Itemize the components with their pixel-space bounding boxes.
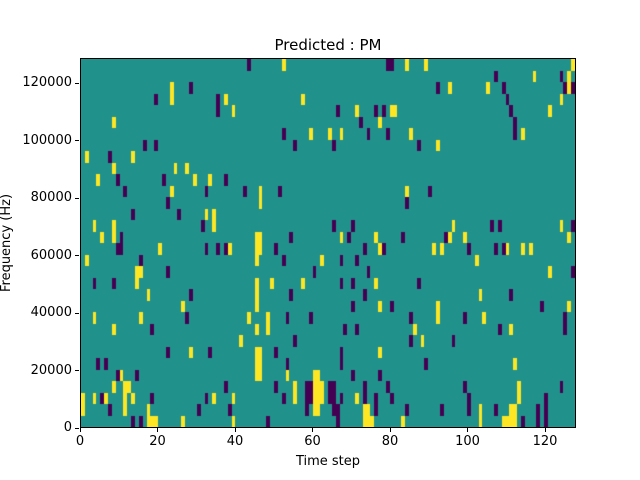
- x-tick-label: 40: [226, 434, 244, 449]
- y-tick-mark: [75, 427, 79, 429]
- x-tick-label: 0: [75, 434, 85, 449]
- y-tick-mark: [75, 255, 79, 256]
- y-tick-mark: [75, 140, 79, 141]
- plot-area: [80, 58, 576, 428]
- y-tick-label: 40000: [30, 305, 72, 320]
- x-tick-label: 60: [304, 434, 321, 449]
- x-tick-mark: [544, 428, 546, 432]
- y-tick-label: 0: [63, 420, 72, 435]
- x-tick-mark: [467, 428, 468, 432]
- heatmap-canvas: [81, 59, 575, 427]
- y-tick-mark: [75, 312, 79, 314]
- x-tick-label: 120: [532, 434, 558, 449]
- x-tick-mark: [312, 428, 313, 432]
- y-tick-label: 20000: [30, 362, 72, 378]
- x-tick-label: 100: [455, 434, 480, 449]
- y-axis-label-text: Frequency (Hz): [0, 193, 14, 293]
- y-tick-mark: [75, 370, 79, 371]
- chart-title: Predicted : PM: [274, 36, 382, 54]
- y-tick-mark: [75, 82, 79, 84]
- x-tick-mark: [79, 428, 81, 432]
- y-tick-label: 60000: [30, 247, 72, 263]
- x-axis-label: Time step: [295, 454, 361, 469]
- x-tick-mark: [157, 428, 158, 432]
- x-tick-label: 80: [381, 434, 399, 449]
- y-tick-label: 100000: [22, 132, 72, 148]
- x-tick-mark: [389, 428, 391, 432]
- y-tick-label: 80000: [30, 190, 72, 205]
- x-tick-mark: [234, 428, 236, 432]
- x-tick-label: 20: [149, 434, 166, 449]
- y-tick-label: 120000: [22, 75, 72, 90]
- y-tick-mark: [75, 197, 79, 199]
